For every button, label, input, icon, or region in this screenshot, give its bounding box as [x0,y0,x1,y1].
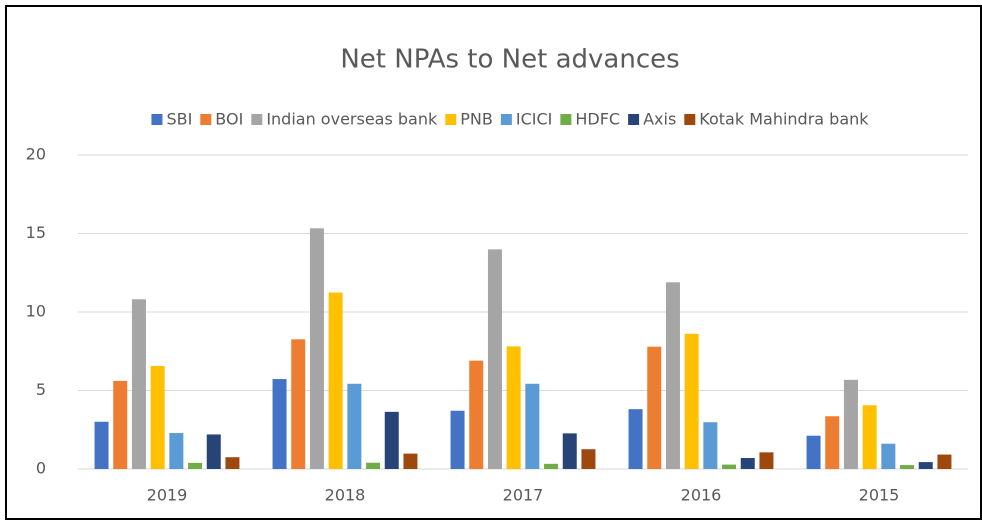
legend-label: HDFC [575,110,620,129]
legend-swatch [151,114,163,125]
bar [562,433,577,469]
legend-swatch [684,114,696,125]
y-tick-label: 20 [26,145,46,164]
bar [272,379,287,469]
bar [665,282,680,469]
bar [843,379,858,469]
bar [759,452,774,469]
bar [628,409,643,469]
bar [881,443,896,469]
bar [703,422,718,469]
chart-title: Net NPAs to Net advances [340,45,679,75]
y-tick-label: 0 [36,459,46,478]
bar [150,366,165,469]
legend-label: Kotak Mahindra bank [699,110,869,129]
bar [403,453,418,469]
legend-label: SBI [166,110,192,129]
legend-swatch [251,114,263,125]
legend-label: ICICI [516,110,553,129]
y-tick-label: 10 [26,302,46,321]
bar [525,383,540,469]
legend-swatch [560,114,572,125]
bar [309,228,324,469]
bar [937,454,952,469]
bar [188,462,203,469]
x-tick-label: 2018 [325,486,366,505]
bar [647,346,662,469]
bar [94,421,109,469]
bar [347,383,362,469]
bar [544,463,559,469]
bar [825,416,840,469]
bar [581,449,596,469]
x-tick-label: 2017 [503,486,544,505]
bar [384,411,399,469]
bar [291,339,306,469]
legend-label: Axis [643,110,676,129]
legend-swatch [628,114,640,125]
bar [450,410,465,469]
y-tick-label: 5 [36,380,46,399]
bar [684,333,699,469]
bar [225,457,240,469]
legend-swatch [445,114,457,125]
bar [366,462,381,469]
x-tick-label: 2016 [681,486,722,505]
x-tick-label: 2015 [859,486,900,505]
bar [328,292,343,469]
bar [722,464,737,469]
bar [806,435,821,469]
bar [900,465,915,469]
y-tick-label: 15 [26,223,46,242]
bar [862,405,877,469]
bar [131,299,146,469]
legend-label: BOI [215,110,243,129]
bar [506,346,521,469]
bar [918,462,933,469]
bar [113,380,128,469]
legend-label: Indian overseas bank [266,110,438,129]
bar [206,434,221,469]
legend-swatch [500,114,512,125]
legend-label: PNB [460,110,493,129]
bar [169,433,184,469]
bar [487,249,502,469]
x-tick-label: 2019 [147,486,188,505]
legend-swatch [200,114,212,125]
bar [740,458,755,469]
bar [469,360,484,469]
